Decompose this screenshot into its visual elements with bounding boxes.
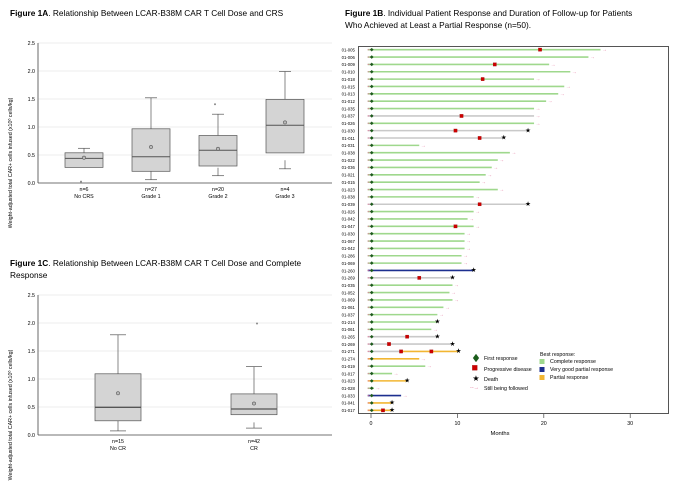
svg-text:01-026: 01-026 xyxy=(342,209,356,214)
svg-text:★: ★ xyxy=(472,374,479,383)
svg-text:First response: First response xyxy=(484,356,518,362)
svg-text:01-010: 01-010 xyxy=(342,70,356,75)
svg-text:01-030: 01-030 xyxy=(342,128,356,133)
svg-text:Complete response: Complete response xyxy=(550,359,596,365)
svg-text:01-022: 01-022 xyxy=(342,158,356,163)
svg-text:n=42: n=42 xyxy=(248,439,260,445)
svg-text:Death: Death xyxy=(484,377,498,383)
svg-text:01-021: 01-021 xyxy=(342,173,356,178)
svg-text:Best response:: Best response: xyxy=(540,352,575,358)
svg-text:01-015: 01-015 xyxy=(342,84,356,89)
svg-text:Grade 3: Grade 3 xyxy=(275,194,294,200)
svg-text:Still being followed: Still being followed xyxy=(484,386,528,392)
svg-text:1.5: 1.5 xyxy=(28,349,35,355)
svg-text:01-069: 01-069 xyxy=(342,298,356,303)
svg-text:01-039: 01-039 xyxy=(342,202,356,207)
svg-text:01-067: 01-067 xyxy=(342,239,356,244)
svg-text:01-018: 01-018 xyxy=(342,77,356,82)
svg-text:n=4: n=4 xyxy=(281,187,290,193)
svg-text:01-023: 01-023 xyxy=(342,379,356,384)
svg-text:2.0: 2.0 xyxy=(28,321,35,327)
svg-text:n=20: n=20 xyxy=(212,187,224,193)
svg-text:0.0: 0.0 xyxy=(28,181,35,187)
svg-text:CR: CR xyxy=(250,446,258,452)
svg-text:01-042: 01-042 xyxy=(342,217,356,222)
svg-text:Months: Months xyxy=(490,431,509,437)
svg-text:Very good partial response: Very good partial response xyxy=(550,367,613,373)
svg-text:2.5: 2.5 xyxy=(28,293,35,299)
svg-text:01-069: 01-069 xyxy=(342,261,356,266)
svg-text:01-009: 01-009 xyxy=(342,62,356,67)
svg-text:2.5: 2.5 xyxy=(28,41,35,47)
svg-text:Partial response: Partial response xyxy=(550,375,588,381)
svg-text:01-265: 01-265 xyxy=(342,335,356,340)
svg-text:No CRS: No CRS xyxy=(74,194,94,200)
svg-text:2.0: 2.0 xyxy=(28,69,35,75)
svg-text:01-042: 01-042 xyxy=(342,246,356,251)
svg-text:01-015: 01-015 xyxy=(342,180,356,185)
svg-text:0.5: 0.5 xyxy=(28,153,35,159)
svg-text:01-017: 01-017 xyxy=(342,371,356,376)
svg-text:01-006: 01-006 xyxy=(342,55,356,60)
svg-text:01-047: 01-047 xyxy=(342,224,356,229)
svg-text:01-286: 01-286 xyxy=(342,254,356,259)
svg-text:01-052: 01-052 xyxy=(342,290,356,295)
svg-text:01-260: 01-260 xyxy=(342,268,356,273)
svg-text:n=15: n=15 xyxy=(112,439,124,445)
svg-text:01-026: 01-026 xyxy=(342,121,356,126)
svg-text:01-061: 01-061 xyxy=(342,305,356,310)
svg-text:01-012: 01-012 xyxy=(342,99,356,104)
svg-text:01-037: 01-037 xyxy=(342,312,356,317)
svg-text:Weight-adjusted total CAR+ cel: Weight-adjusted total CAR+ cells infused… xyxy=(8,349,15,480)
svg-text:01-023: 01-023 xyxy=(342,187,356,192)
svg-text:01-041: 01-041 xyxy=(342,401,356,406)
svg-text:0: 0 xyxy=(370,421,373,427)
svg-text:No CR: No CR xyxy=(110,446,126,452)
svg-text:01-061: 01-061 xyxy=(342,327,356,332)
svg-text:n=27: n=27 xyxy=(145,187,157,193)
svg-text:01-011: 01-011 xyxy=(342,136,356,141)
svg-text:01-033: 01-033 xyxy=(342,393,356,398)
svg-text:01-013: 01-013 xyxy=(342,92,356,97)
svg-text:01-271: 01-271 xyxy=(342,349,356,354)
svg-text:01-036: 01-036 xyxy=(342,165,356,170)
svg-text:01-031: 01-031 xyxy=(342,143,356,148)
svg-text:01-035: 01-035 xyxy=(342,283,356,288)
svg-text:01-274: 01-274 xyxy=(342,357,356,362)
svg-text:01-035: 01-035 xyxy=(342,106,356,111)
svg-text:01-030: 01-030 xyxy=(342,231,356,236)
svg-text:20: 20 xyxy=(541,421,547,427)
svg-text:01-038: 01-038 xyxy=(342,151,356,156)
svg-text:Grade 1: Grade 1 xyxy=(141,194,160,200)
svg-text:01-214: 01-214 xyxy=(342,320,356,325)
svg-text:1.5: 1.5 xyxy=(28,97,35,103)
svg-text:1.0: 1.0 xyxy=(28,125,35,131)
svg-text:Grade 2: Grade 2 xyxy=(208,194,227,200)
svg-text:01-038: 01-038 xyxy=(342,195,356,200)
svg-text:n=6: n=6 xyxy=(80,187,89,193)
svg-text:0.0: 0.0 xyxy=(28,433,35,439)
svg-text:--→: --→ xyxy=(470,385,479,391)
svg-text:01-019: 01-019 xyxy=(342,364,356,369)
svg-text:Progressive disease: Progressive disease xyxy=(484,367,532,373)
svg-text:01-269: 01-269 xyxy=(342,276,356,281)
svg-text:10: 10 xyxy=(454,421,460,427)
svg-text:Weight-adjusted total CAR+ cel: Weight-adjusted total CAR+ cells infused… xyxy=(8,97,15,228)
svg-text:01-037: 01-037 xyxy=(342,114,356,119)
svg-text:0.5: 0.5 xyxy=(28,405,35,411)
svg-text:1.0: 1.0 xyxy=(28,377,35,383)
svg-text:01-269: 01-269 xyxy=(342,342,356,347)
svg-text:01-017: 01-017 xyxy=(342,408,356,413)
svg-text:01-028: 01-028 xyxy=(342,386,356,391)
svg-text:01-005: 01-005 xyxy=(342,47,356,52)
svg-text:30: 30 xyxy=(627,421,633,427)
